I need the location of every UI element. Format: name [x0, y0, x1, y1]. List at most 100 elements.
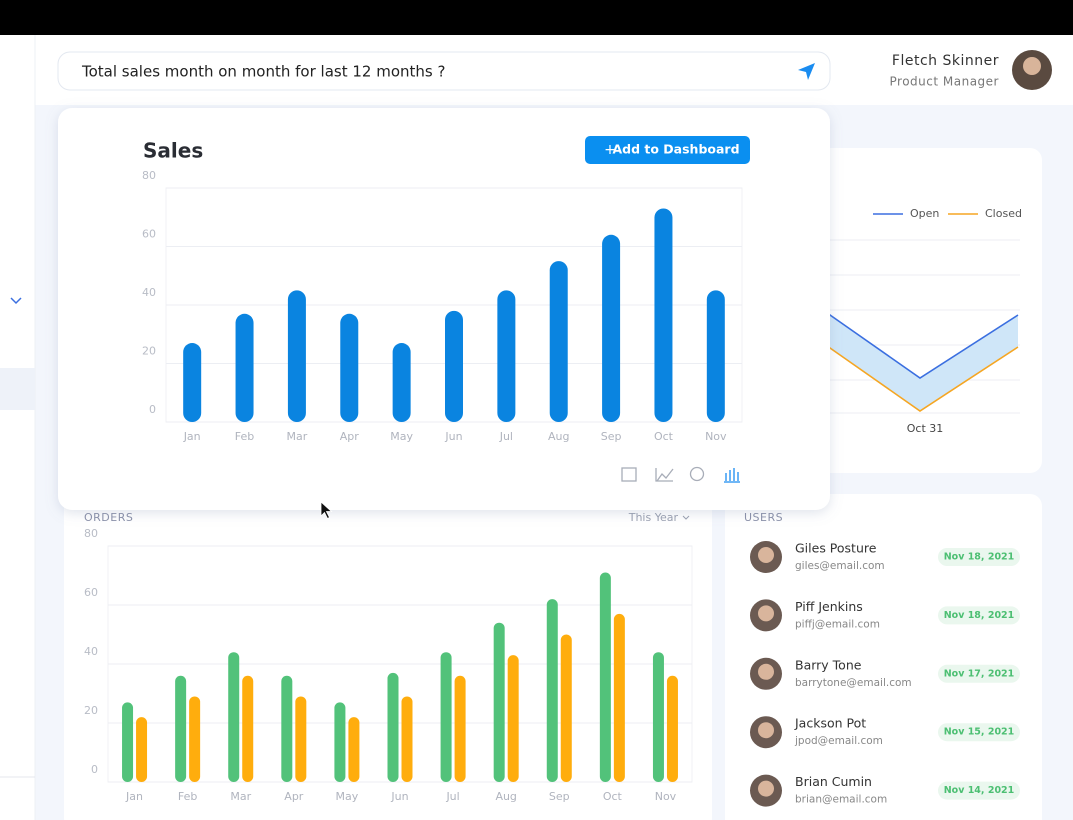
line-icon[interactable]	[655, 468, 674, 482]
x-tick-label: Jan	[183, 430, 201, 443]
pie-icon[interactable]	[689, 466, 705, 482]
x-tick-label: Apr	[340, 430, 360, 443]
bar	[706, 290, 725, 422]
bar	[445, 310, 463, 422]
bar-icon[interactable]	[724, 468, 740, 483]
user-name: Barry Tone	[795, 657, 862, 672]
user-name: Brian Cumin	[795, 774, 872, 789]
sidebar-active[interactable]	[0, 368, 35, 410]
query-input[interactable]	[57, 51, 831, 91]
bar	[497, 290, 516, 422]
orders-filter[interactable]: This Year	[628, 511, 679, 524]
bar	[440, 652, 452, 782]
y-tick-label: 80	[142, 169, 156, 182]
x-tick-label: Jun	[390, 790, 408, 803]
send-icon[interactable]	[798, 63, 815, 80]
date-pill	[938, 723, 1020, 742]
avatar-face	[758, 663, 774, 680]
bar	[235, 313, 254, 422]
user-role: Product Manager	[890, 75, 999, 89]
area-fill	[830, 315, 1018, 411]
bar	[602, 234, 621, 422]
user-name: Jackson Pot	[794, 716, 866, 731]
query-text: Total sales month on month for last 12 m…	[81, 63, 445, 81]
x-tick-label: Nov	[655, 790, 677, 803]
bar	[507, 655, 519, 782]
legend-label: Open	[910, 207, 939, 220]
y-tick-label: 60	[84, 586, 98, 599]
bar	[666, 675, 678, 782]
bar	[549, 261, 568, 422]
bar	[387, 672, 399, 782]
bar	[175, 675, 187, 782]
bar	[242, 675, 254, 782]
y-tick-label: 20	[142, 345, 156, 358]
bar	[613, 613, 625, 782]
bar	[546, 599, 558, 782]
top-bar	[0, 0, 1073, 35]
bar	[454, 675, 466, 782]
x-tick-label: Aug	[548, 430, 569, 443]
y-tick-label: 80	[84, 527, 98, 540]
x-tick-label: Nov	[705, 430, 727, 443]
bar	[183, 343, 202, 422]
user-email: giles@email.com	[795, 560, 885, 572]
avatar-face	[758, 605, 774, 622]
bar	[189, 696, 201, 782]
bar	[136, 717, 148, 782]
x-tick-label: Mar	[287, 430, 308, 443]
user-email: brian@email.com	[795, 794, 887, 806]
sidebar	[0, 35, 35, 820]
x-tick-label: Feb	[178, 790, 197, 803]
add-button[interactable]	[585, 136, 750, 164]
legend-label: Closed	[985, 207, 1022, 220]
x-tick-label: Jul	[445, 790, 459, 803]
user-name: Piff Jenkins	[795, 599, 863, 614]
x-tick-label: Jan	[125, 790, 143, 803]
orders-title: ORDERS	[84, 511, 133, 524]
user-email: piffj@email.com	[795, 618, 880, 630]
user-date: Nov 18, 2021	[944, 610, 1015, 621]
add-button-label: Add to Dashboard	[612, 142, 739, 157]
y-tick-label: 40	[142, 286, 156, 299]
user-name: Giles Posture	[795, 541, 877, 556]
bar	[392, 343, 411, 422]
line	[830, 314, 1019, 379]
x-tick-label: May	[336, 790, 359, 803]
y-tick-label: 60	[142, 228, 156, 241]
sales-title: Sales	[143, 139, 203, 163]
bar	[654, 208, 673, 422]
user-name: Fletch Skinner	[892, 53, 999, 69]
date-pill	[938, 781, 1020, 800]
bar	[295, 696, 307, 782]
y-tick-label: 20	[84, 704, 98, 717]
x-tick-label: Sep	[601, 430, 622, 443]
date-pill	[938, 606, 1020, 625]
table-icon[interactable]	[621, 467, 637, 482]
user-date: Nov 15, 2021	[944, 727, 1015, 738]
x-tick-label: Oct 31	[907, 422, 944, 435]
bar	[287, 290, 306, 422]
avatar-face	[758, 722, 774, 739]
x-tick-label: Oct	[603, 790, 623, 803]
chevron[interactable]	[10, 297, 22, 305]
bar	[493, 622, 505, 782]
bar	[340, 313, 359, 422]
user-date: Nov 18, 2021	[944, 552, 1015, 563]
x-tick-label: Mar	[230, 790, 251, 803]
bar	[599, 572, 611, 782]
y-tick-label: 0	[149, 403, 156, 416]
bar	[122, 702, 134, 782]
x-tick-label: Jun	[444, 430, 462, 443]
user-date: Nov 14, 2021	[944, 785, 1015, 796]
user-email: jpod@email.com	[794, 735, 883, 747]
x-tick-label: May	[390, 430, 413, 443]
bar	[560, 634, 572, 782]
bar	[334, 702, 346, 782]
x-tick-label: Aug	[495, 790, 516, 803]
y-tick-label: 0	[91, 763, 98, 776]
bar	[228, 652, 240, 782]
cursor	[320, 501, 333, 520]
